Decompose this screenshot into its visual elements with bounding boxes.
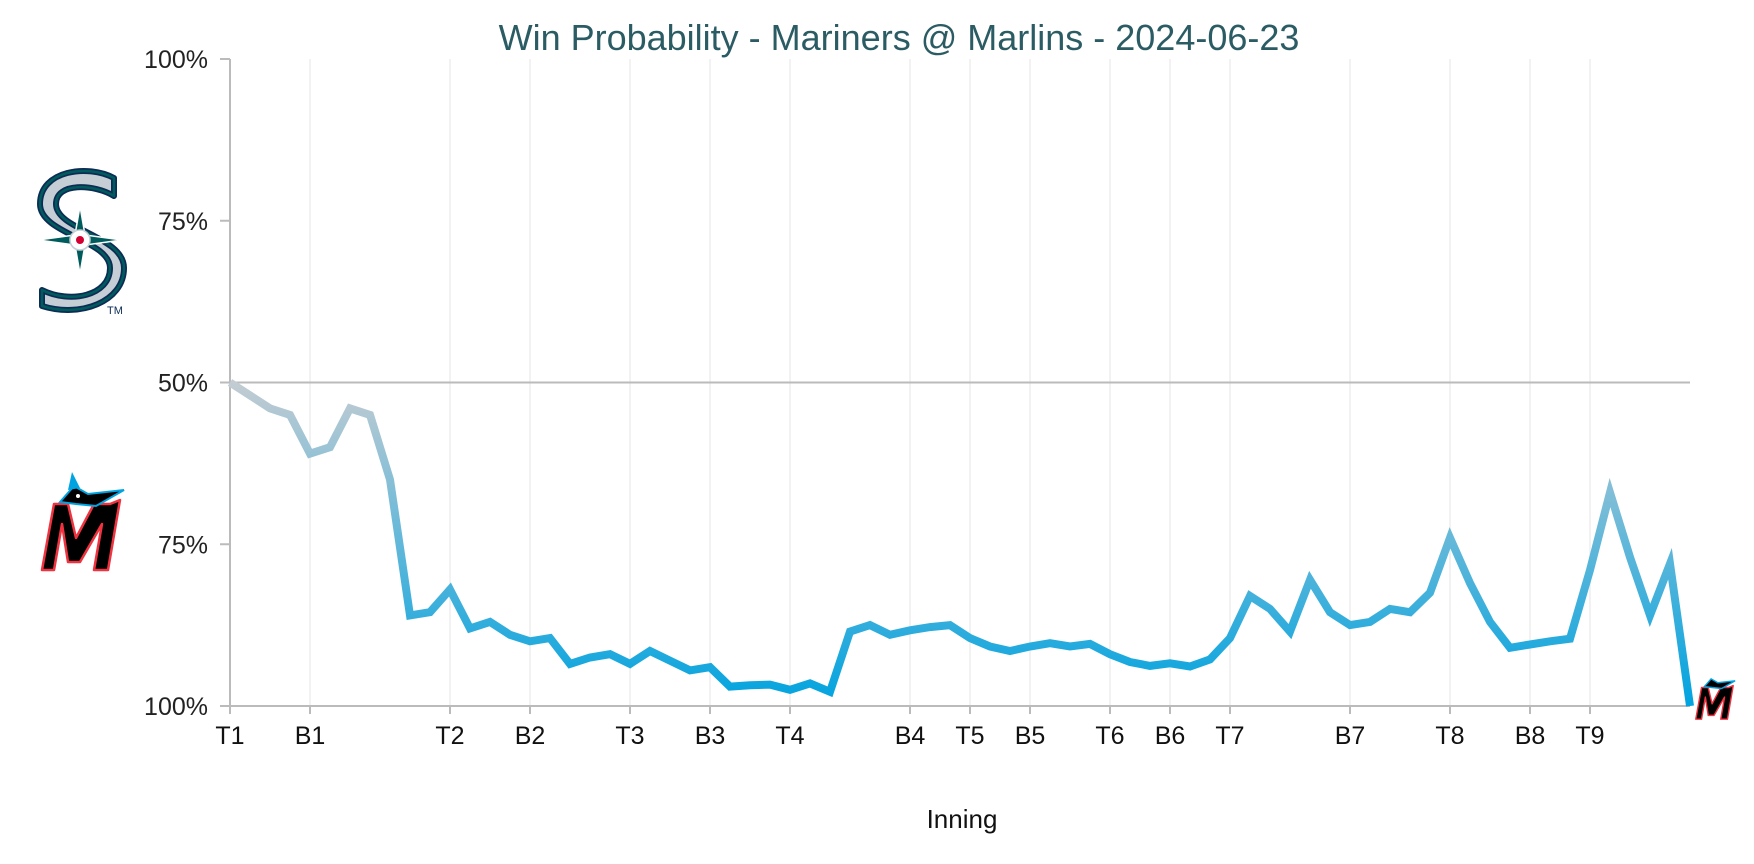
x-tick-label: B6 — [1155, 722, 1186, 750]
x-tick-label: B5 — [1015, 722, 1046, 750]
y-tick-label: 100% — [144, 693, 208, 721]
x-tick-label: B2 — [515, 722, 546, 750]
x-tick-label: T8 — [1435, 722, 1464, 750]
x-tick-label: T9 — [1575, 722, 1604, 750]
x-tick-label: T4 — [775, 722, 804, 750]
x-tick-labels: T1 B1 T2 B2 T3 B3 T4 B4 T5 B5 T6 B6 T7 B7 T8 B8 T9 — [215, 722, 1604, 750]
marlins-end-logo-icon — [1695, 677, 1736, 720]
x-tick-label: B1 — [295, 722, 326, 750]
x-tick-label: T5 — [955, 722, 984, 750]
y-tick-label: 50% — [158, 370, 208, 398]
trademark-mark: TM — [107, 305, 123, 317]
x-tick-label: T6 — [1095, 722, 1124, 750]
win-probability-line — [227, 379, 1694, 707]
x-tick-label: T7 — [1215, 722, 1244, 750]
y-tick-labels: 100% 75% 50% 75% 100% — [144, 46, 230, 721]
x-tick-label: B7 — [1335, 722, 1366, 750]
x-tick-label: B4 — [895, 722, 926, 750]
x-tick-label: T2 — [435, 722, 464, 750]
x-tick-label: B3 — [695, 722, 726, 750]
y-tick-label: 100% — [144, 46, 208, 74]
y-tick-label: 75% — [158, 208, 208, 236]
x-axis-label: Inning — [927, 804, 998, 834]
x-tick-label: B8 — [1515, 722, 1546, 750]
mariners-logo-icon: TM — [37, 168, 127, 317]
chart-title: Win Probability - Mariners @ Marlins - 2… — [499, 17, 1300, 58]
axes — [229, 59, 1690, 714]
x-tick-label: T3 — [615, 722, 644, 750]
x-tick-label: T1 — [215, 722, 244, 750]
marlins-logo-icon — [40, 472, 125, 572]
y-tick-label: 75% — [158, 531, 208, 559]
